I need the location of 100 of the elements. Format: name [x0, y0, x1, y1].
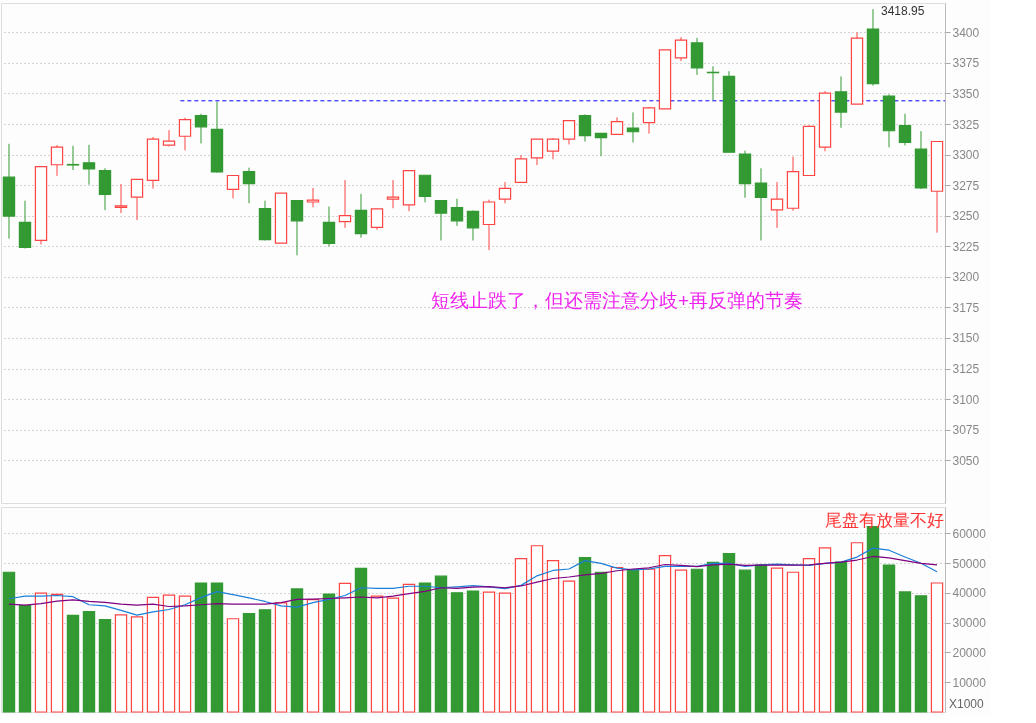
- y-tick-label: 20000: [952, 645, 987, 660]
- bar: [114, 614, 128, 713]
- bar: [754, 564, 768, 713]
- bar: [738, 569, 752, 713]
- candlestick: [306, 187, 320, 208]
- annotation: 短线止跌了，但还需注意分歧+再反弹的节奏: [431, 289, 804, 311]
- bar: [530, 545, 544, 713]
- bar: [82, 610, 96, 713]
- candlestick: [642, 106, 656, 135]
- bar: [786, 571, 800, 713]
- y-tick-label: 60000: [952, 526, 987, 541]
- bar: [66, 614, 80, 713]
- bar: [210, 582, 224, 713]
- y-tick-label: 3225: [952, 239, 980, 254]
- candlestick: [498, 181, 512, 204]
- bar: [2, 571, 16, 713]
- candlestick: [354, 193, 368, 239]
- y-tick-label: 3300: [952, 148, 980, 163]
- bar: [690, 568, 704, 713]
- bar: [450, 592, 464, 713]
- y-tick-label: 3275: [952, 178, 980, 193]
- candlestick: [434, 200, 448, 242]
- candlestick: [178, 117, 192, 151]
- annotation: 尾盘有放量不好: [825, 511, 944, 530]
- y-tick-label: 50000: [952, 556, 987, 571]
- candlestick: [754, 167, 768, 242]
- candlestick: [626, 111, 640, 143]
- bar: [722, 552, 736, 713]
- candlestick: [98, 167, 112, 211]
- candlestick: [162, 129, 176, 147]
- y-tick-label: 30000: [952, 616, 987, 631]
- candlestick: [834, 75, 848, 129]
- candlestick: [898, 113, 912, 146]
- candlestick: [322, 206, 336, 247]
- candlestick: [594, 132, 608, 157]
- bar: [434, 575, 448, 713]
- bar: [242, 613, 256, 713]
- bar: [610, 566, 624, 713]
- bar: [546, 560, 560, 713]
- candlestick: [450, 198, 464, 227]
- candlestick: [290, 200, 304, 256]
- bar: [562, 580, 576, 713]
- bar: [850, 542, 864, 713]
- bar: [130, 616, 144, 713]
- bar: [626, 568, 640, 713]
- candlestick: [338, 179, 352, 229]
- candlestick: [194, 113, 208, 144]
- bar: [418, 582, 432, 713]
- bar: [898, 591, 912, 713]
- candlestick: [130, 178, 144, 221]
- candlestick: [770, 181, 784, 229]
- y-tick-label: 3350: [952, 86, 980, 101]
- bar: [658, 554, 672, 713]
- bar: [818, 547, 832, 713]
- bar: [706, 561, 720, 713]
- bar: [98, 619, 112, 713]
- bar: [594, 571, 608, 713]
- bar: [226, 618, 240, 713]
- bar: [466, 590, 480, 713]
- y-tick-label: 3400: [952, 25, 980, 40]
- bar: [498, 592, 512, 713]
- candlestick: [386, 179, 400, 209]
- y-tick-label: 3075: [952, 423, 980, 438]
- bar: [146, 596, 160, 713]
- bar: [514, 557, 528, 713]
- bar: [834, 561, 848, 713]
- candlestick: [50, 144, 64, 177]
- candlestick: [370, 208, 384, 231]
- y-tick-label: 3325: [952, 117, 980, 132]
- bar: [802, 557, 816, 713]
- candlestick: [242, 167, 256, 204]
- annotation: 3418.95: [881, 4, 925, 19]
- bar: [34, 592, 48, 713]
- candlestick: [226, 174, 240, 199]
- candlestick: [466, 209, 480, 242]
- candlestick: [418, 174, 432, 203]
- bar: [386, 597, 400, 713]
- candlestick: [482, 199, 496, 251]
- candlestick: [82, 144, 96, 186]
- bar: [930, 582, 944, 713]
- y-tick-label: 40000: [952, 586, 987, 601]
- bar: [18, 605, 32, 713]
- y-tick-label: 3250: [952, 209, 980, 224]
- bar: [914, 595, 928, 713]
- candlestick: [514, 154, 528, 183]
- y-tick-label: 10000: [952, 675, 987, 690]
- bar: [370, 595, 384, 713]
- bar: [162, 594, 176, 713]
- bar: [578, 557, 592, 713]
- y-tick-label: 3100: [952, 392, 980, 407]
- candlestick: [674, 36, 688, 62]
- candlestick: [530, 138, 544, 166]
- bar: [274, 602, 288, 713]
- candlestick: [66, 145, 80, 171]
- candlestick: [546, 137, 560, 160]
- bar: [882, 564, 896, 713]
- candlestick: [578, 113, 592, 143]
- text: X1000: [949, 697, 985, 711]
- y-tick-label: 3125: [952, 362, 980, 377]
- y-tick-label: 3200: [952, 270, 980, 285]
